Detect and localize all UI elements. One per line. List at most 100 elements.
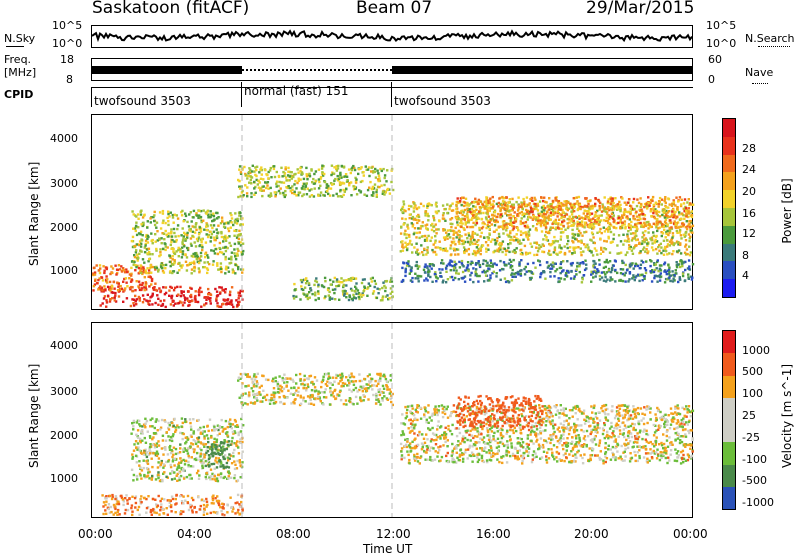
velocity-cell [116,500,118,502]
power-cell [165,286,167,288]
power-cell [411,277,413,279]
power-cell [236,252,238,254]
power-cell [270,176,272,178]
velocity-cell [239,459,241,461]
power-cell [333,292,335,294]
power-cell [473,232,475,234]
power-cell [133,304,135,306]
power-cell [479,206,481,208]
power-cell [537,217,539,219]
velocity-cell [212,499,214,501]
power-cell [148,272,150,274]
power-cell [328,291,330,293]
power-cell [142,234,144,236]
nave-tick-bottom: 0 [708,74,715,85]
velocity-cell [217,474,219,476]
velocity-cell [210,475,212,477]
power-cell [461,262,463,264]
velocity-cell [175,429,177,431]
velocity-cell [282,377,284,379]
power-cell [172,301,174,303]
power-cell [576,200,578,202]
power-cell [458,261,460,263]
freq-band-2 [392,66,692,74]
power-ytick-3000: 3000 [50,178,78,189]
power-cell [485,248,487,250]
power-cell [355,288,357,290]
power-cell [677,226,679,228]
velocity-cell [133,420,135,422]
power-cell [549,268,551,270]
power-cell [364,278,366,280]
power-cell [680,203,682,205]
velocity-cell [202,462,204,464]
power-cell [124,287,126,289]
power-cell [220,271,222,273]
power-cell [381,287,383,289]
power-cell [298,192,300,194]
power-cell [651,242,653,244]
power-cell [619,227,621,229]
power-cell [451,217,453,219]
power-cell [559,244,561,246]
power-cell [671,205,673,207]
power-cell [510,220,512,222]
power-cell [156,230,158,232]
velocity-cell [177,426,179,428]
power-cell [651,200,653,202]
power-cell [435,280,437,282]
power-cell [573,206,575,208]
velocity-cell [178,476,180,478]
power-cell [522,232,524,234]
power-cell [571,207,573,209]
power-colorbar-swatch-0 [723,279,735,297]
velocity-cell [379,394,381,396]
power-cell [181,256,183,258]
power-cell [511,279,513,281]
power-cell [234,255,236,257]
power-cell [126,297,128,299]
power-cell [415,219,417,221]
power-cell [624,202,626,204]
velocity-cell [203,511,205,513]
power-cell [139,284,141,286]
power-cell [442,214,444,216]
power-cell [635,275,637,277]
power-cell [424,224,426,226]
power-cell [148,258,150,260]
velocity-cell [237,446,239,448]
power-cell [477,203,479,205]
power-cell [688,259,690,261]
power-cell [225,250,227,252]
power-cell [456,236,458,238]
velocity-cell [215,428,217,430]
power-cell [606,271,608,273]
velocity-cell [186,450,188,452]
power-cell [433,225,435,227]
power-cell [640,203,642,205]
velocity-cell [283,381,285,383]
power-cell [651,280,653,282]
velocity-cell [139,474,141,476]
velocity-cell [182,470,184,472]
power-cell [130,305,132,307]
power-cell [457,234,459,236]
power-cell [431,281,433,283]
power-cell [162,286,164,288]
power-cell [573,210,575,212]
power-cell [552,265,554,267]
power-cell [124,271,126,273]
power-cell [453,267,455,269]
power-cell [624,274,626,276]
velocity-cell [191,436,193,438]
power-cell [496,264,498,266]
power-cell [227,303,229,305]
power-cell [336,278,338,280]
power-cell [427,251,429,253]
power-cell [250,196,252,198]
power-cell [489,210,491,212]
power-cell [664,216,666,218]
velocity-cell [134,497,136,499]
power-cell [407,263,409,265]
power-cell [677,200,679,202]
